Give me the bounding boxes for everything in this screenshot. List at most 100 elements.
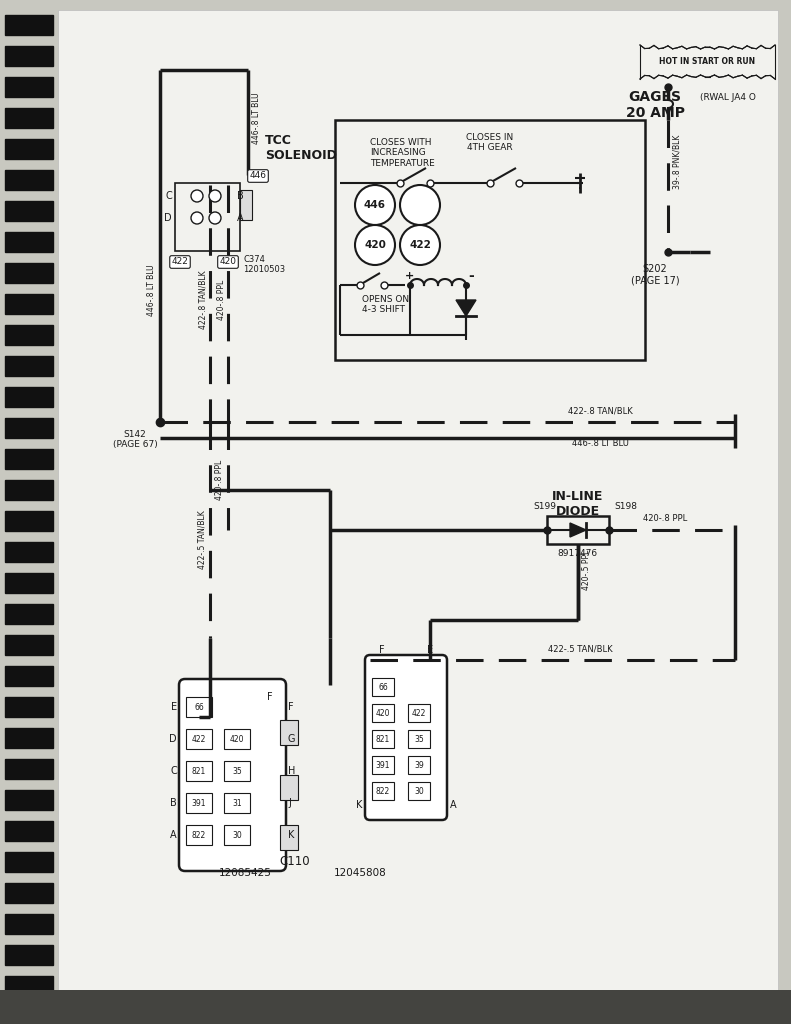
Text: F: F	[288, 702, 293, 712]
Bar	[175, 183, 240, 251]
Circle shape	[191, 212, 203, 224]
Text: 39: 39	[414, 761, 424, 769]
Bar	[5, 232, 53, 252]
Text: CLOSES IN
4TH GEAR: CLOSES IN 4TH GEAR	[467, 133, 513, 153]
Bar	[5, 15, 53, 35]
Bar	[5, 170, 53, 190]
Bar	[5, 294, 53, 314]
Bar	[5, 914, 53, 934]
Polygon shape	[570, 523, 586, 537]
Bar	[240, 190, 252, 220]
Bar	[5, 697, 53, 717]
Text: 822: 822	[376, 786, 390, 796]
FancyBboxPatch shape	[365, 655, 447, 820]
Text: (RWAL JA4 O: (RWAL JA4 O	[700, 92, 756, 101]
Circle shape	[209, 212, 221, 224]
Text: 30: 30	[232, 830, 242, 840]
Bar	[0, 990, 791, 1024]
Text: 12085425: 12085425	[218, 868, 271, 878]
Circle shape	[209, 190, 221, 202]
Text: HOT IN START OR RUN: HOT IN START OR RUN	[660, 57, 755, 67]
Text: 422: 422	[412, 709, 426, 718]
Text: 39-.8 PNK/BLK: 39-.8 PNK/BLK	[672, 135, 681, 189]
Bar	[186, 761, 212, 781]
Bar	[335, 120, 645, 360]
Text: A: A	[237, 213, 244, 223]
Bar	[280, 825, 298, 850]
Circle shape	[355, 185, 395, 225]
Bar	[186, 729, 212, 749]
Bar	[5, 201, 53, 221]
Bar	[5, 139, 53, 159]
Text: D: D	[165, 213, 172, 223]
Text: 420-.5 PPL: 420-.5 PPL	[582, 550, 591, 590]
Text: K: K	[356, 800, 362, 810]
Text: J: J	[288, 798, 291, 808]
Bar	[372, 756, 394, 774]
Bar	[5, 573, 53, 593]
Bar	[5, 263, 53, 283]
Text: 12045808: 12045808	[334, 868, 386, 878]
Text: F: F	[379, 645, 384, 655]
Text: B: B	[237, 191, 244, 201]
Text: 420: 420	[219, 257, 237, 266]
Text: 66: 66	[194, 702, 204, 712]
Bar	[5, 666, 53, 686]
Text: C374
12010503: C374 12010503	[243, 255, 285, 274]
Bar	[224, 793, 250, 813]
Bar	[5, 976, 53, 996]
Text: F: F	[267, 692, 273, 702]
Text: 422-.8 TAN/BLK: 422-.8 TAN/BLK	[199, 270, 207, 330]
Bar	[5, 759, 53, 779]
Text: 446-.8 LT BLU: 446-.8 LT BLU	[147, 264, 157, 315]
Text: 420-.8 PPL: 420-.8 PPL	[643, 514, 687, 523]
Bar	[372, 730, 394, 748]
Bar	[186, 697, 212, 717]
Text: 8917476: 8917476	[557, 549, 597, 558]
Text: 446-.8 LT BLU: 446-.8 LT BLU	[252, 92, 261, 143]
FancyBboxPatch shape	[179, 679, 286, 871]
Bar	[186, 793, 212, 813]
Text: 422: 422	[191, 734, 206, 743]
Bar	[224, 761, 250, 781]
Text: E: E	[171, 702, 177, 712]
Bar	[5, 46, 53, 66]
Circle shape	[400, 225, 440, 265]
Text: 35: 35	[232, 767, 242, 775]
Bar	[5, 821, 53, 841]
Bar	[5, 356, 53, 376]
Bar	[5, 852, 53, 872]
Text: 30: 30	[414, 786, 424, 796]
Bar	[372, 782, 394, 800]
Bar	[5, 604, 53, 624]
Text: 446: 446	[249, 171, 267, 180]
Bar	[408, 730, 430, 748]
Text: 391: 391	[376, 761, 390, 769]
Bar	[5, 387, 53, 407]
Text: S198: S198	[614, 502, 637, 511]
Text: IN-LINE
DIODE: IN-LINE DIODE	[552, 490, 604, 518]
Bar	[280, 775, 298, 800]
Circle shape	[400, 185, 440, 225]
Circle shape	[355, 225, 395, 265]
Text: 422-.8 TAN/BLK: 422-.8 TAN/BLK	[568, 406, 632, 415]
Bar	[372, 678, 394, 696]
Text: GAGES
20 AMP: GAGES 20 AMP	[626, 90, 684, 120]
Text: 822: 822	[192, 830, 206, 840]
Text: 821: 821	[192, 767, 206, 775]
Text: OPENS ON
4-3 SHIFT: OPENS ON 4-3 SHIFT	[362, 295, 409, 314]
Text: 446: 446	[364, 200, 386, 210]
Bar	[186, 825, 212, 845]
Text: S199: S199	[533, 502, 557, 511]
Text: D: D	[169, 734, 177, 744]
Text: A: A	[170, 830, 177, 840]
Bar	[5, 945, 53, 965]
Bar	[408, 705, 430, 722]
Text: 422-.5 TAN/BLK: 422-.5 TAN/BLK	[198, 511, 206, 569]
Bar	[5, 108, 53, 128]
Text: 422-.5 TAN/BLK: 422-.5 TAN/BLK	[547, 644, 612, 653]
Circle shape	[191, 190, 203, 202]
Text: 422: 422	[409, 240, 431, 250]
Text: 31: 31	[233, 799, 242, 808]
Text: -: -	[468, 269, 474, 283]
